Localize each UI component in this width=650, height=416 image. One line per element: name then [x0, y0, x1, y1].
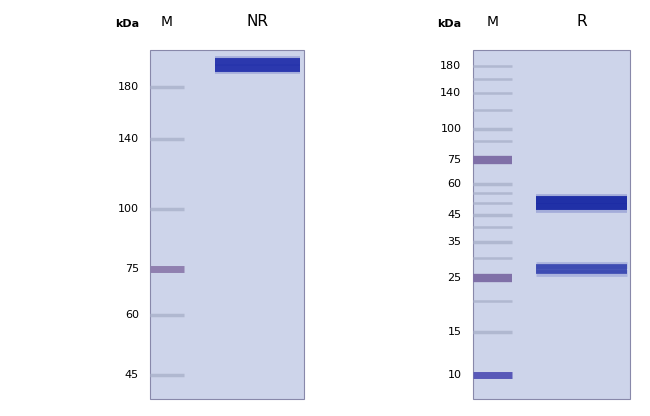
Text: 60: 60	[447, 179, 462, 189]
Text: 35: 35	[447, 237, 462, 247]
Text: kDa: kDa	[115, 19, 139, 29]
Text: 180: 180	[440, 62, 461, 72]
Text: 15: 15	[447, 327, 462, 337]
Text: 100: 100	[440, 124, 461, 134]
Text: 60: 60	[125, 310, 139, 320]
FancyBboxPatch shape	[473, 50, 630, 399]
Text: 10: 10	[447, 371, 462, 381]
Text: M: M	[486, 15, 499, 29]
Text: 140: 140	[440, 88, 461, 98]
Text: 140: 140	[118, 134, 139, 144]
Text: 100: 100	[118, 204, 139, 214]
Text: 75: 75	[447, 155, 462, 165]
Text: 25: 25	[447, 272, 462, 282]
Text: kDa: kDa	[437, 19, 462, 29]
Text: 45: 45	[447, 210, 462, 220]
Text: 75: 75	[125, 264, 139, 274]
Text: NR: NR	[246, 14, 268, 29]
Text: M: M	[161, 15, 173, 29]
Text: 180: 180	[118, 82, 139, 92]
Text: 45: 45	[125, 370, 139, 380]
Text: R: R	[577, 14, 587, 29]
FancyBboxPatch shape	[150, 50, 304, 399]
